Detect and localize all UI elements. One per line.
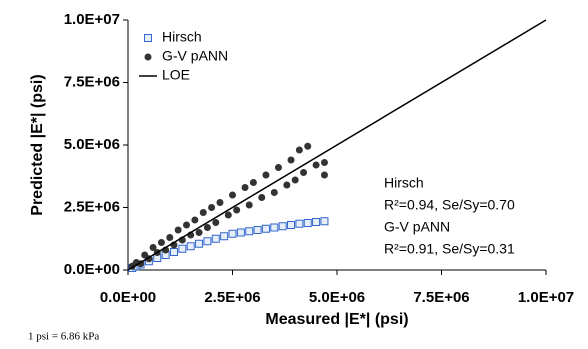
point — [278, 222, 287, 231]
point — [320, 171, 328, 179]
point — [291, 176, 299, 184]
y-axis-title: Predicted |E*| (psi) — [29, 74, 46, 215]
x-tick-label: 1.0E+07 — [518, 289, 574, 306]
annotation: G-V pANN — [384, 219, 450, 235]
footnote: 1 psi = 6.86 kPa — [28, 331, 99, 343]
x-tick-label: 0.0E+00 — [100, 289, 156, 306]
annotation: R²=0.91, Se/Sy=0.31 — [384, 241, 515, 257]
annotation: Hirsch — [384, 175, 424, 191]
y-tick-label: 7.5E+06 — [64, 73, 120, 90]
point — [287, 156, 295, 164]
point — [195, 229, 203, 236]
legend-label: Hirsch — [162, 29, 202, 45]
point — [295, 219, 304, 228]
point — [212, 219, 220, 226]
x-tick-label: 7.5E+06 — [413, 289, 469, 306]
point — [295, 146, 303, 154]
point — [169, 248, 178, 256]
point — [258, 194, 266, 201]
y-tick-label: 0.0E+00 — [64, 261, 120, 278]
point — [149, 244, 157, 251]
point — [262, 171, 270, 179]
point — [312, 161, 320, 169]
point — [312, 218, 321, 226]
x-tick-label: 5.0E+06 — [309, 289, 365, 306]
point — [186, 242, 195, 251]
point — [270, 223, 279, 232]
point — [174, 226, 182, 234]
point — [211, 234, 220, 243]
point — [320, 159, 328, 166]
point — [199, 209, 207, 216]
point — [229, 191, 236, 199]
point — [304, 142, 312, 150]
point — [183, 221, 191, 229]
point — [203, 224, 211, 231]
line — [127, 19, 547, 271]
point — [203, 237, 212, 246]
point — [220, 232, 229, 241]
point — [157, 239, 165, 246]
point — [195, 239, 204, 248]
point — [253, 226, 262, 234]
point — [224, 211, 232, 219]
point — [320, 217, 329, 226]
legend-marker — [144, 34, 152, 42]
annotation: R²=0.94, Se/Sy=0.70 — [384, 197, 515, 213]
y-tick-label: 1.0E+07 — [64, 11, 120, 28]
x-tick-label: 2.5E+06 — [204, 289, 260, 306]
point — [208, 204, 216, 211]
point — [270, 189, 278, 196]
point — [233, 206, 241, 214]
point — [245, 227, 254, 236]
legend-marker — [144, 53, 152, 61]
x-axis-title: Measured |E*| (psi) — [265, 311, 408, 328]
y-tick-label: 2.5E+06 — [64, 198, 120, 215]
point — [228, 229, 237, 238]
point — [303, 219, 312, 227]
point — [245, 201, 253, 209]
point — [166, 234, 174, 241]
point — [261, 224, 270, 233]
y-tick-label: 5.0E+06 — [64, 136, 120, 153]
legend-label: LOE — [162, 67, 190, 83]
point — [274, 164, 282, 171]
point — [216, 199, 224, 206]
point — [287, 221, 296, 229]
point — [249, 179, 257, 186]
legend-label: G-V pANN — [162, 48, 228, 64]
point — [283, 181, 291, 189]
point — [241, 184, 249, 191]
point — [178, 244, 187, 253]
point — [300, 169, 308, 176]
point — [191, 216, 199, 224]
point — [236, 228, 245, 237]
